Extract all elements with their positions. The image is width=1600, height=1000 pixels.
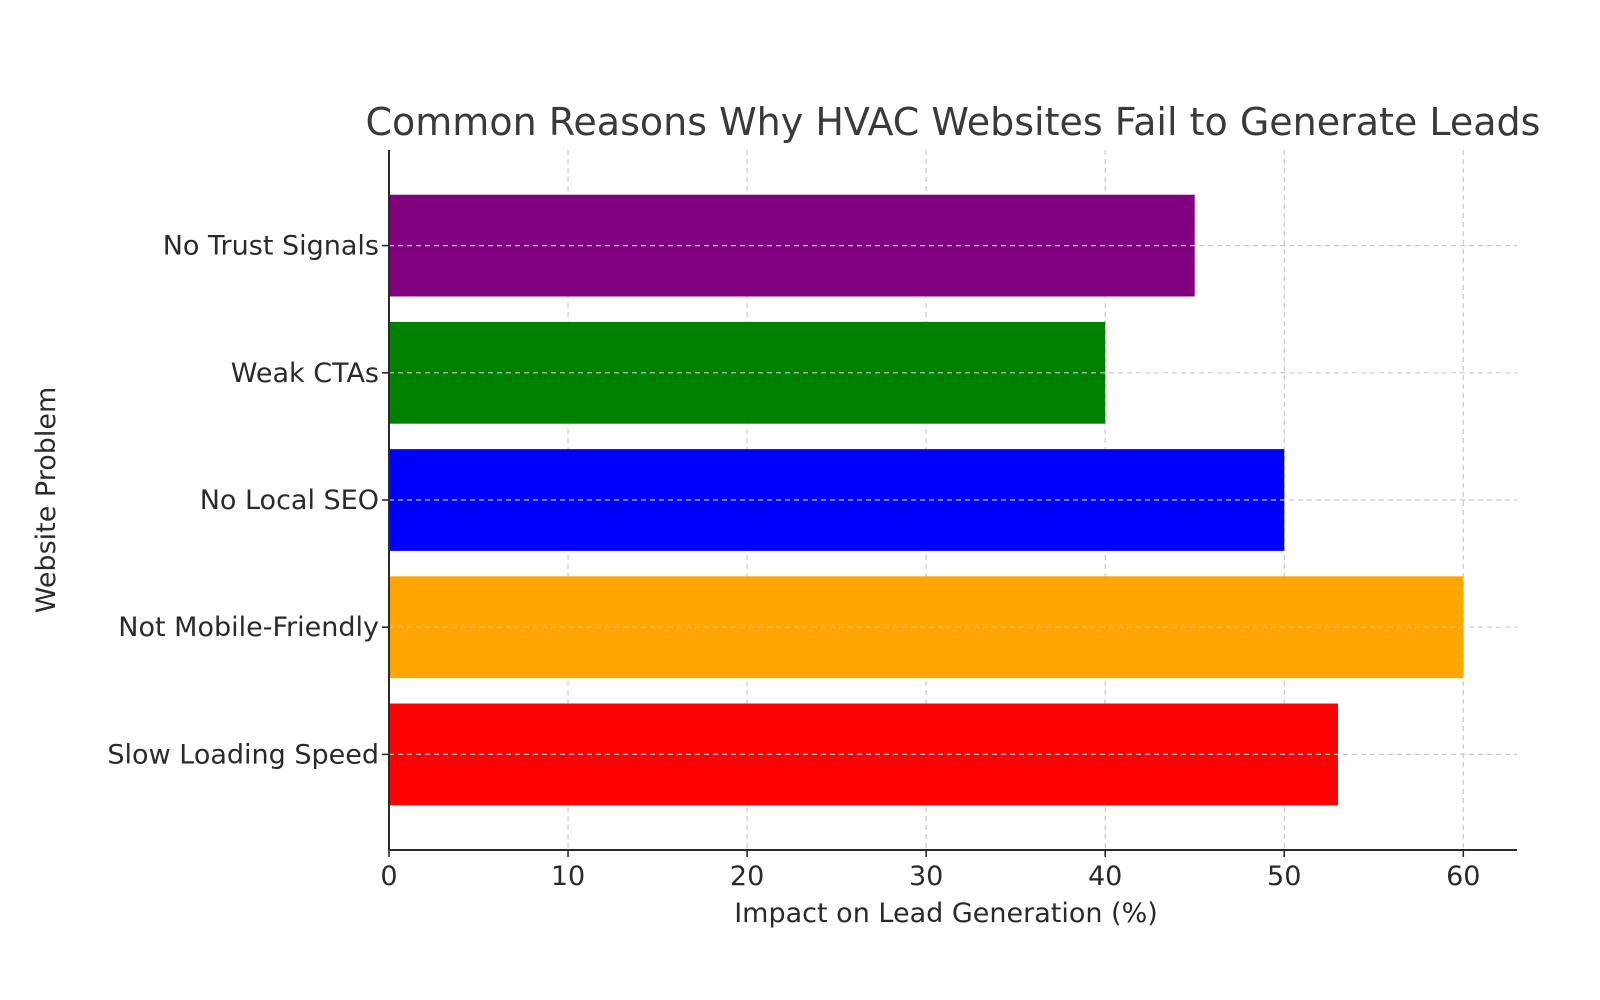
y-axis-ticks: Slow Loading Speed Not Mobile-Friendly No … bbox=[107, 231, 389, 770]
x-tick-label: 20 bbox=[730, 861, 764, 892]
bar-slow-loading-speed bbox=[389, 703, 1338, 806]
y-tick-label: Weak CTAs bbox=[231, 358, 379, 389]
bar-no-local-seo bbox=[389, 449, 1285, 551]
x-tick-label: 0 bbox=[380, 861, 397, 892]
x-tick-label: 30 bbox=[909, 861, 943, 892]
bar-weak-ctas bbox=[389, 321, 1106, 424]
x-tick-label: 10 bbox=[551, 861, 585, 892]
bar-no-trust-signals bbox=[389, 194, 1195, 297]
y-tick-label: Not Mobile-Friendly bbox=[118, 612, 379, 643]
y-axis-label: Website Problem bbox=[31, 387, 62, 614]
x-tick-label: 60 bbox=[1446, 861, 1480, 892]
chart-title: Common Reasons Why HVAC Websites Fail to… bbox=[366, 100, 1541, 144]
x-axis-label: Impact on Lead Generation (%) bbox=[734, 898, 1158, 929]
x-tick-label: 50 bbox=[1267, 861, 1301, 892]
x-tick-label: 40 bbox=[1088, 861, 1122, 892]
y-tick-label: Slow Loading Speed bbox=[107, 739, 379, 770]
y-tick-label: No Trust Signals bbox=[163, 231, 379, 262]
x-axis-ticks: 0 10 20 30 40 50 60 bbox=[380, 850, 1480, 892]
horizontal-grid-lines bbox=[389, 245, 1517, 756]
y-tick-label: No Local SEO bbox=[200, 485, 379, 516]
